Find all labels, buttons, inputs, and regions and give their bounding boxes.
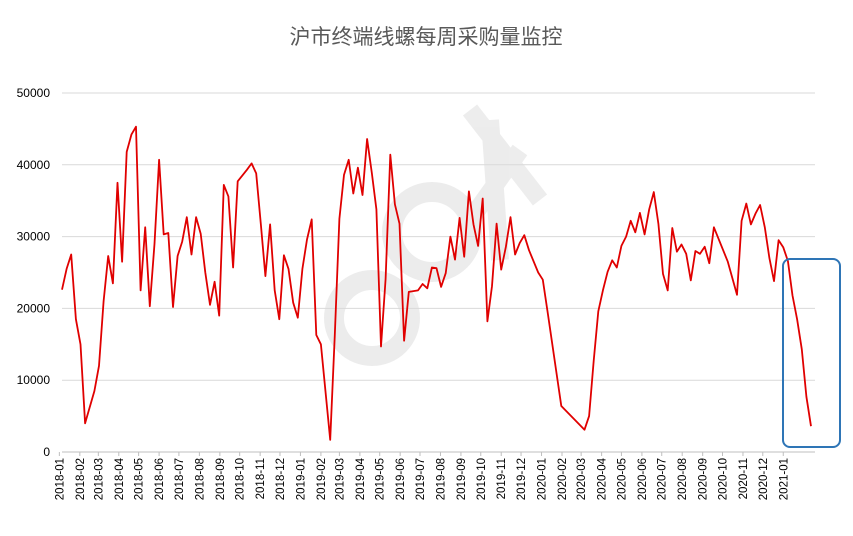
x-tick-label: 2018-06 [154, 458, 166, 500]
x-tick-label: 2018-09 [215, 458, 227, 500]
x-axis [58, 451, 815, 456]
x-tick-label: 2020-07 [657, 458, 669, 500]
series-group [61, 125, 812, 441]
x-tick-label: 2020-02 [557, 458, 569, 500]
highlight-box [782, 258, 841, 448]
x-tick-label: 2019-08 [435, 458, 447, 500]
y-tick-label: 20000 [17, 301, 51, 315]
x-tick-label: 2019-12 [516, 458, 528, 500]
x-tick-label: 2020-05 [616, 458, 628, 500]
x-tick-label: 2020-08 [677, 458, 689, 500]
x-tick-label: 2018-07 [174, 458, 186, 500]
y-tick-label: 0 [43, 445, 50, 459]
x-tick-label: 2019-06 [395, 458, 407, 500]
x-tick-label: 2020-12 [758, 458, 770, 500]
x-tick-label: 2018-01 [54, 458, 66, 500]
y-tick-label: 40000 [17, 158, 51, 172]
x-tick-label: 2020-10 [717, 458, 729, 500]
x-tick-label: 2018-11 [255, 458, 267, 499]
gridlines [62, 92, 815, 381]
x-tick-label: 2019-10 [476, 458, 488, 500]
x-tick-label: 2018-05 [134, 458, 146, 500]
x-tick-labels: 2018-01 2018-02 2018-03 2018-04 2018-05 2018-… [54, 457, 790, 500]
x-tick-label: 2018-02 [75, 458, 87, 500]
x-tick-label: 2020-01 [537, 458, 549, 500]
x-tick-label: 2019-09 [456, 458, 468, 500]
x-tick-label: 2019-07 [415, 458, 427, 500]
x-tick-label: 2020-04 [597, 457, 609, 500]
x-tick-label: 2019-02 [316, 458, 328, 500]
x-tick-label: 2018-04 [114, 457, 126, 500]
y-tick-label: 10000 [17, 373, 51, 387]
series-line [61, 125, 812, 441]
x-tick-label: 2019-04 [355, 457, 367, 500]
x-tick-label: 2019-05 [375, 458, 387, 500]
y-tick-label: 30000 [17, 230, 51, 244]
x-tick-label: 2018-12 [275, 458, 287, 500]
x-tick-label: 2020-09 [698, 458, 710, 500]
x-tick-label: 2020-03 [576, 458, 588, 500]
x-tick-label: 2020-11 [738, 458, 750, 499]
x-tick-label: 2019-01 [295, 458, 307, 500]
chart-title: 沪市终端线螺每周采购量监控 [290, 25, 563, 49]
x-tick-label: 2018-03 [93, 458, 105, 500]
y-tick-label: 50000 [17, 86, 51, 100]
x-tick-label: 2019-11 [496, 458, 508, 499]
watermark-logo [324, 104, 548, 366]
x-tick-label: 2021-01 [778, 458, 790, 500]
x-tick-label: 2018-10 [235, 458, 247, 500]
x-tick-label: 2018-08 [194, 458, 206, 500]
y-axis: 0 10000 20000 30000 40000 50000 [17, 86, 51, 459]
x-tick-label: 2020-06 [637, 458, 649, 500]
x-tick-label: 2019-03 [334, 458, 346, 500]
